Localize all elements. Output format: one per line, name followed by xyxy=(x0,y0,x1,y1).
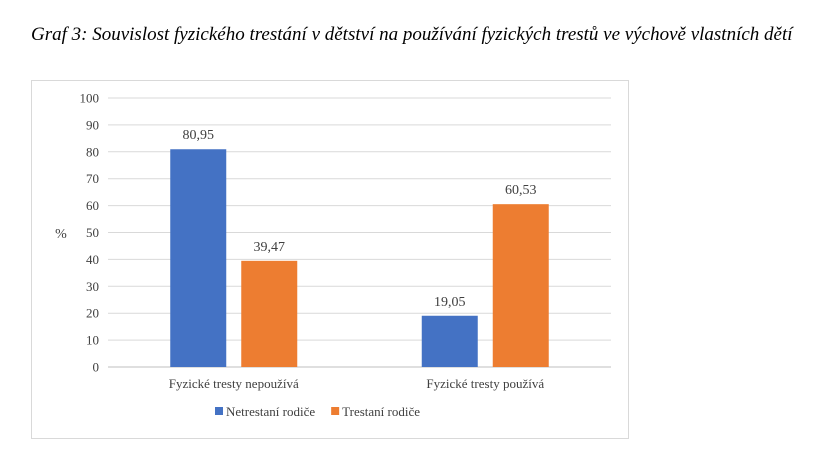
legend-swatch xyxy=(215,407,223,415)
y-tick-label: 80 xyxy=(86,144,99,159)
legend-label: Netrestaní rodiče xyxy=(226,404,315,419)
legend-swatch xyxy=(331,407,340,415)
bar xyxy=(492,204,549,367)
x-tick-label: Fyzické tresty používá xyxy=(426,376,544,391)
x-axis-ticks: Fyzické tresty nepoužívá Fyzické tresty p… xyxy=(169,376,545,391)
y-axis-label: % xyxy=(55,227,67,242)
bars: 80,95 39,47 19,05 60,53 xyxy=(170,128,549,367)
x-tick-label: Fyzické tresty nepoužívá xyxy=(169,376,299,391)
y-axis-ticks: 0 10 20 30 40 50 60 70 80 90 100 xyxy=(80,91,100,375)
y-tick-label: 90 xyxy=(86,117,99,132)
y-tick-label: 30 xyxy=(86,279,99,294)
y-tick-label: 70 xyxy=(86,171,99,186)
bar xyxy=(421,315,478,367)
legend: Netrestaní rodiče Trestaní rodiče xyxy=(215,404,420,419)
data-label: 60,53 xyxy=(505,183,537,198)
y-tick-label: 50 xyxy=(86,225,99,240)
y-tick-label: 100 xyxy=(80,91,100,106)
legend-label: Trestaní rodiče xyxy=(342,404,420,419)
bar xyxy=(170,149,227,367)
y-tick-label: 10 xyxy=(86,333,99,348)
data-label: 80,95 xyxy=(183,128,215,143)
data-label: 19,05 xyxy=(434,295,466,310)
y-tick-label: 40 xyxy=(86,252,99,267)
bar xyxy=(241,260,298,367)
y-tick-label: 0 xyxy=(93,360,100,375)
data-label: 39,47 xyxy=(254,240,286,255)
y-tick-label: 60 xyxy=(86,198,99,213)
figure-caption: Graf 3: Souvislost fyzického trestání v … xyxy=(31,24,793,45)
y-tick-label: 20 xyxy=(86,306,99,321)
